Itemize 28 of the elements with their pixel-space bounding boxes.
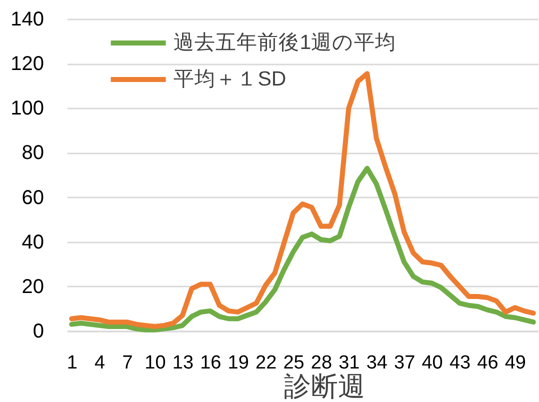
x-tick-label: 34	[366, 352, 388, 374]
y-tick-label: 120	[10, 53, 44, 76]
y-tick-label: 40	[22, 231, 44, 254]
x-tick-label: 43	[449, 352, 471, 374]
x-tick-label: 37	[394, 352, 416, 374]
y-tick-label: 0	[32, 320, 44, 342]
x-tick-label: 31	[338, 352, 360, 374]
y-tick-label: 20	[22, 276, 44, 298]
x-tick-label: 46	[477, 352, 498, 374]
y-tick-label: 60	[22, 186, 44, 209]
x-tick-label: 7	[122, 352, 133, 374]
x-tick-label: 22	[255, 352, 277, 374]
x-tick-label: 13	[172, 352, 194, 374]
x-tick-label: 40	[422, 352, 443, 374]
x-tick-label: 16	[200, 352, 222, 374]
legend-label: 過去五年前後1週の平均	[174, 31, 396, 54]
x-tick-label: 10	[144, 352, 166, 374]
legend-label: 平均＋１SD	[174, 68, 286, 90]
x-tick-label: 28	[310, 352, 332, 374]
x-tick-label: 25	[283, 352, 304, 374]
x-tick-label: 4	[94, 352, 106, 374]
y-tick-label: 80	[22, 142, 44, 164]
x-axis-title: 診断週	[284, 372, 366, 402]
y-tick-label: 140	[10, 8, 44, 30]
x-tick-label: 49	[504, 352, 526, 374]
x-tick-label: 1	[66, 352, 78, 374]
y-tick-label: 100	[10, 98, 44, 120]
x-tick-label: 19	[228, 352, 249, 374]
